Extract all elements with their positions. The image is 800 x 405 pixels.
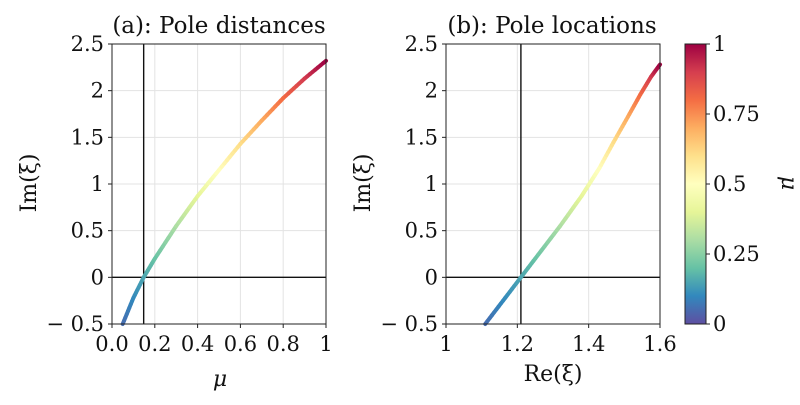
panel-a-ylabel: Im(ξ)	[17, 154, 42, 213]
panel-a-x-ticks: 0.0 0.2 0.4 0.6 0.8 1	[95, 324, 333, 356]
y-tick-label: 2	[91, 79, 104, 103]
x-tick-label: 0.2	[138, 332, 171, 356]
panel-a-pole-distances: 0.0 0.2 0.4 0.6 0.8 1 − 0.5 0 0.5 1 1.5 2 2.5 (a): …	[17, 13, 333, 392]
colorbar-tick-label: 0.25	[713, 242, 760, 266]
x-tick-label: 1	[319, 332, 332, 356]
panel-b-curve	[483, 62, 662, 326]
panel-b-pole-locations: 1 1.2 1.4 1.6 − 0.5 0 0.5 1 1.5 2 2.5 (b): Pole l…	[351, 13, 677, 387]
panel-b-x-ticks: 1 1.2 1.4 1.6	[439, 324, 677, 356]
y-tick-label: 0.5	[71, 219, 104, 243]
colorbar-tick-label: 1	[713, 32, 726, 56]
y-tick-label: 2	[425, 79, 438, 103]
panel-a-xlabel: μ	[213, 367, 227, 392]
colorbar-ticks: 0 0.25 0.5 0.75 1	[706, 32, 760, 336]
panel-b-grid	[445, 43, 661, 325]
x-tick-label: 0.0	[95, 332, 128, 356]
y-tick-label: 0.5	[405, 219, 438, 243]
panel-a-curve	[120, 58, 328, 326]
panel-a-title: (a): Pole distances	[112, 13, 325, 39]
x-tick-label: 0.6	[224, 332, 257, 356]
y-tick-label: 2.5	[405, 32, 438, 56]
colorbar-label: μ	[776, 176, 800, 190]
y-tick-label: 1	[91, 172, 104, 196]
x-tick-label: 1.6	[643, 332, 676, 356]
panel-b-ylabel: Im(ξ)	[351, 154, 376, 213]
colorbar-gradient	[684, 43, 707, 325]
y-tick-label: 1.5	[71, 125, 104, 149]
y-tick-label: 0	[91, 265, 104, 289]
panel-b-title: (b): Pole locations	[447, 13, 656, 39]
y-tick-label: − 0.5	[46, 312, 104, 336]
panel-b-xlabel: Re(ξ)	[524, 362, 583, 387]
x-tick-label: 1	[439, 332, 452, 356]
x-tick-label: 0.4	[181, 332, 214, 356]
x-tick-label: 1.2	[501, 332, 534, 356]
y-tick-label: 2.5	[71, 32, 104, 56]
x-tick-label: 0.8	[266, 332, 299, 356]
y-tick-label: − 0.5	[380, 312, 438, 336]
x-tick-label: 1.4	[572, 332, 605, 356]
y-tick-label: 1	[425, 172, 438, 196]
colorbar-tick-label: 0.75	[713, 102, 760, 126]
y-tick-label: 0	[425, 265, 438, 289]
panel-b-y-ticks: − 0.5 0 0.5 1 1.5 2 2.5	[380, 32, 446, 336]
colorbar-tick-label: 0.5	[713, 172, 746, 196]
colorbar: 0 0.25 0.5 0.75 1 μ	[684, 32, 800, 336]
y-tick-label: 1.5	[405, 125, 438, 149]
panel-a-y-ticks: − 0.5 0 0.5 1 1.5 2 2.5	[46, 32, 112, 336]
colorbar-tick-label: 0	[713, 312, 726, 336]
